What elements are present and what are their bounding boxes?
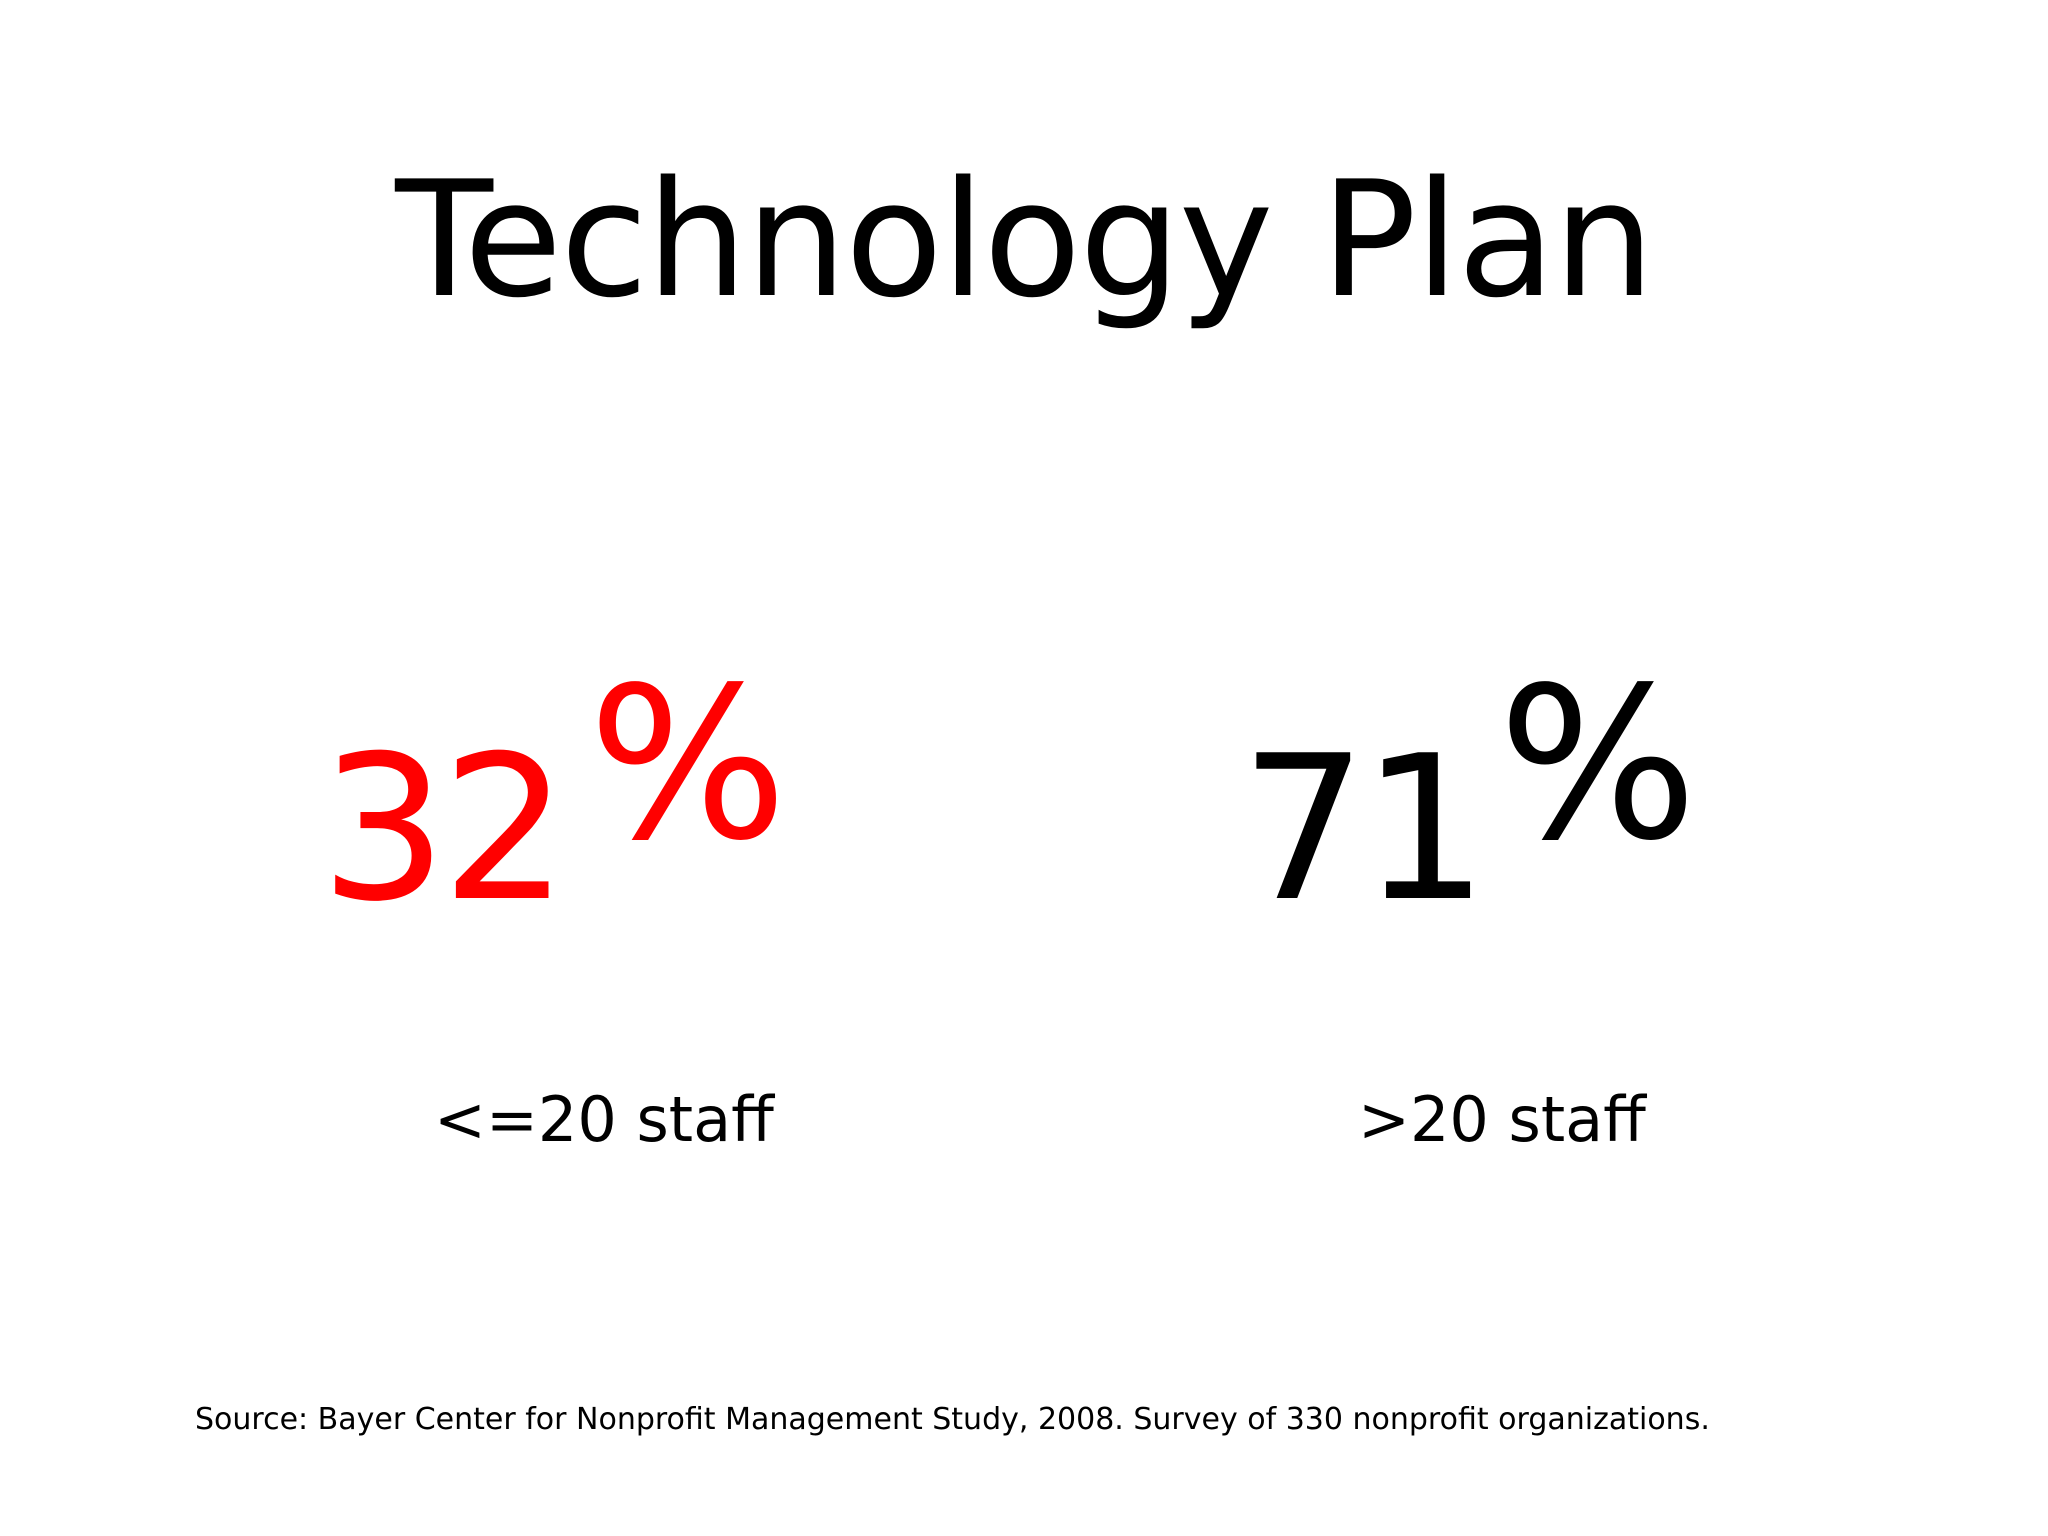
source-citation: Source: Bayer Center for Nonprofit Manag…	[195, 1402, 1710, 1437]
slide-title: Technology Plan	[395, 146, 1655, 333]
stat-small-orgs: 32 %	[320, 640, 880, 940]
stat-value: 71	[1240, 713, 1488, 946]
stat-large-orgs: 71 %	[1240, 640, 1800, 940]
percent-sign: %	[1498, 642, 1698, 887]
percent-sign: %	[588, 642, 788, 887]
stat-value: 32	[320, 713, 568, 946]
stat-caption-large-orgs: >20 staff	[1358, 1083, 1646, 1156]
stat-caption-small-orgs: <=20 staff	[434, 1083, 774, 1156]
